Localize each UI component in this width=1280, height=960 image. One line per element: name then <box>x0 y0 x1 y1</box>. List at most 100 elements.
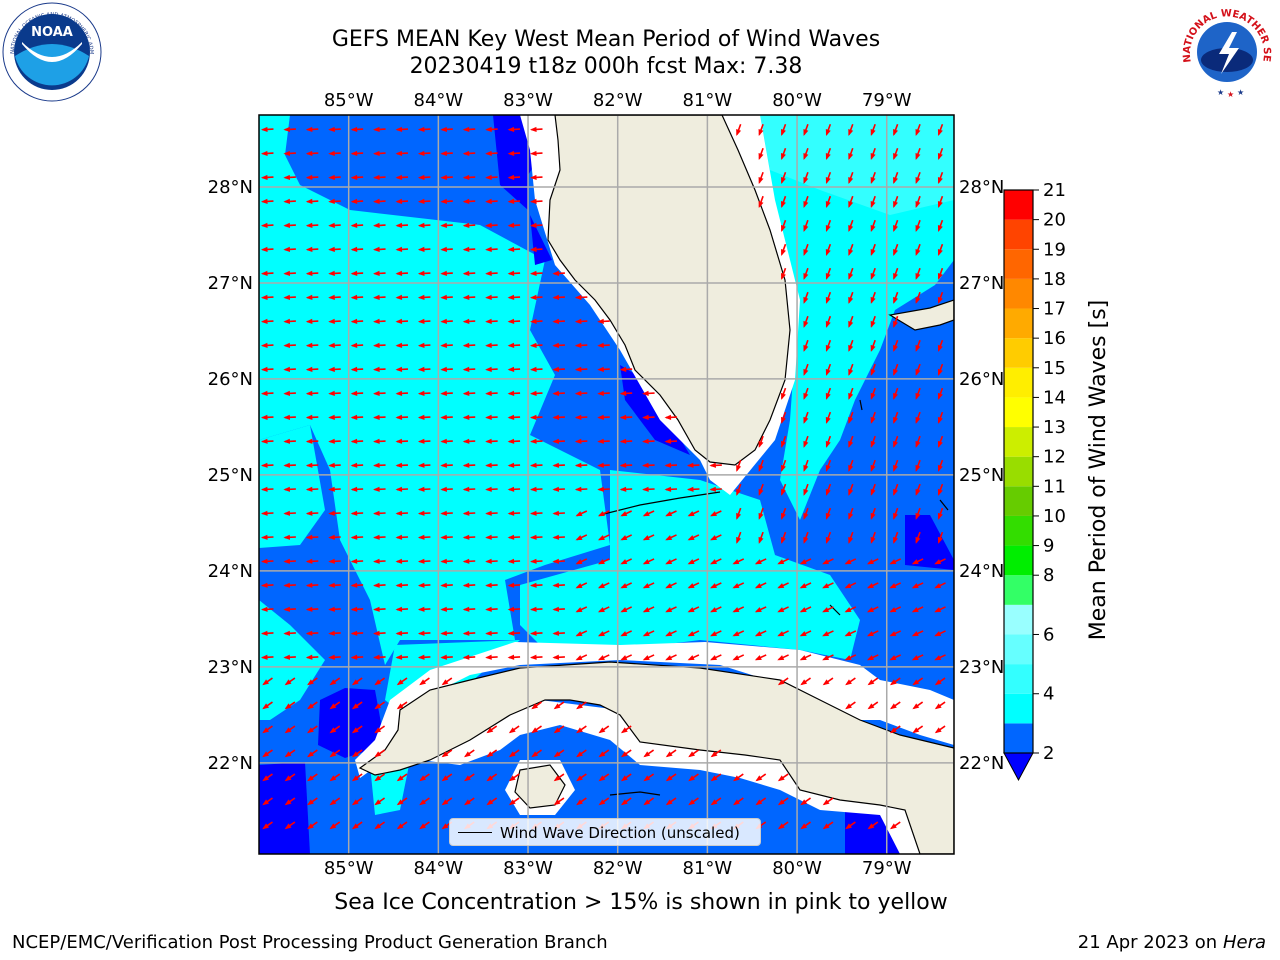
wave-direction-arrow <box>870 507 876 520</box>
wave-direction-arrow <box>889 606 902 613</box>
wave-direction-arrow <box>934 630 946 637</box>
wave-direction-arrow <box>687 534 700 541</box>
lon-tick-bottom: 83°W <box>503 858 553 879</box>
wave-direction-arrow <box>870 459 876 472</box>
wave-direction-arrow <box>911 630 924 637</box>
wave-direction-arrow <box>507 390 521 396</box>
wave-direction-arrow <box>893 459 899 472</box>
wave-direction-arrow <box>552 486 565 492</box>
wave-direction-arrow <box>754 582 767 589</box>
wave-direction-arrow <box>710 797 722 806</box>
wave-direction-arrow <box>911 654 924 661</box>
wave-direction-arrow <box>419 677 430 686</box>
wave-direction-arrow <box>283 294 296 300</box>
wave-direction-arrow <box>462 270 476 276</box>
wave-direction-arrow <box>440 342 453 348</box>
wave-direction-arrow <box>462 630 476 636</box>
wave-direction-arrow <box>732 630 745 637</box>
wave-direction-arrow <box>800 797 811 806</box>
wave-direction-arrow <box>893 483 899 496</box>
wave-direction-arrow <box>260 438 274 444</box>
wave-direction-arrow <box>440 150 453 157</box>
wave-direction-arrow <box>260 366 274 372</box>
wave-direction-arrow <box>485 150 498 157</box>
wave-direction-arrow <box>530 222 543 228</box>
wave-direction-arrow <box>507 246 521 252</box>
wave-direction-arrow <box>530 654 543 660</box>
colorbar-bin <box>1004 723 1033 753</box>
wave-direction-arrow <box>374 677 386 686</box>
wave-direction-arrow <box>597 366 610 372</box>
wave-direction-arrow <box>803 291 809 304</box>
wave-direction-arrow <box>848 387 854 400</box>
wave-direction-arrow <box>937 243 944 256</box>
wave-direction-arrow <box>260 462 274 468</box>
wave-direction-arrow <box>350 438 364 444</box>
wave-direction-arrow <box>710 630 722 637</box>
wave-direction-arrow <box>937 435 944 448</box>
lon-tick-bottom: 84°W <box>414 858 464 879</box>
wave-direction-arrow <box>893 195 899 208</box>
wave-direction-arrow <box>733 797 744 806</box>
wave-direction-arrow <box>844 654 857 661</box>
wave-direction-arrow <box>464 773 475 782</box>
wave-direction-arrow <box>848 459 854 472</box>
colorbar-tick-label: 20 <box>1043 210 1066 231</box>
wave-direction-arrow <box>417 126 431 133</box>
wave-direction-arrow <box>373 126 386 133</box>
wave-direction-arrow <box>844 606 857 613</box>
lat-tick-left: 24°N <box>208 561 253 582</box>
wave-direction-arrow <box>374 773 386 782</box>
wave-direction-arrow <box>305 582 319 588</box>
wave-direction-arrow <box>937 363 944 376</box>
wave-direction-arrow <box>328 606 341 612</box>
wave-direction-arrow <box>732 582 745 589</box>
wave-direction-arrow <box>870 435 876 448</box>
wave-direction-arrow <box>440 558 453 564</box>
wave-direction-arrow <box>507 462 521 468</box>
wave-direction-arrow <box>799 606 812 613</box>
wave-direction-arrow <box>395 150 409 157</box>
lon-tick-top: 84°W <box>414 90 464 111</box>
wave-direction-arrow <box>440 366 453 372</box>
colorbar-bin <box>1004 367 1033 398</box>
wave-direction-arrow <box>395 582 409 588</box>
wave-direction-arrow <box>619 438 633 444</box>
wave-direction-arrow <box>709 486 722 492</box>
wave-direction-arrow <box>350 606 364 612</box>
colorbar-bin <box>1004 545 1033 576</box>
wave-direction-arrow <box>867 677 879 686</box>
wave-direction-arrow <box>710 606 722 613</box>
wave-direction-arrow <box>889 630 902 637</box>
footer-credit: NCEP/EMC/Verification Post Processing Pr… <box>12 932 608 953</box>
wave-direction-arrow <box>485 630 498 636</box>
wave-direction-arrow <box>374 749 386 758</box>
wave-direction-arrow <box>911 558 924 565</box>
wave-direction-arrow <box>260 534 274 540</box>
wave-direction-arrow <box>329 725 341 734</box>
wave-direction-arrow <box>937 147 944 160</box>
wave-direction-arrow <box>373 534 386 540</box>
wave-direction-arrow <box>441 677 453 686</box>
wave-direction-arrow <box>866 630 879 637</box>
wave-period-zone-cyan-sw <box>259 600 325 720</box>
wave-direction-arrow <box>485 342 498 348</box>
lon-tick-top: 83°W <box>503 90 553 111</box>
wave-direction-arrow <box>417 462 431 468</box>
wave-direction-arrow <box>395 606 409 612</box>
wave-direction-arrow <box>758 531 764 544</box>
lat-tick-left: 25°N <box>208 465 253 486</box>
wave-direction-arrow <box>780 123 787 136</box>
noaa-logo: NATIONAL OCEANIC AND ATMOSPHERIC ADMINIS… <box>2 2 102 102</box>
wave-direction-arrow <box>866 558 879 565</box>
wave-direction-arrow <box>825 171 832 184</box>
wave-direction-arrow <box>754 630 767 637</box>
wave-direction-arrow <box>328 534 341 540</box>
wave-direction-arrow <box>822 558 834 565</box>
wave-direction-arrow <box>305 486 319 492</box>
wave-direction-arrow <box>575 582 588 589</box>
wave-direction-arrow <box>328 510 341 516</box>
wave-direction-arrow <box>260 654 274 660</box>
lon-tick-bottom: 85°W <box>324 858 374 879</box>
wave-direction-arrow <box>822 606 834 613</box>
